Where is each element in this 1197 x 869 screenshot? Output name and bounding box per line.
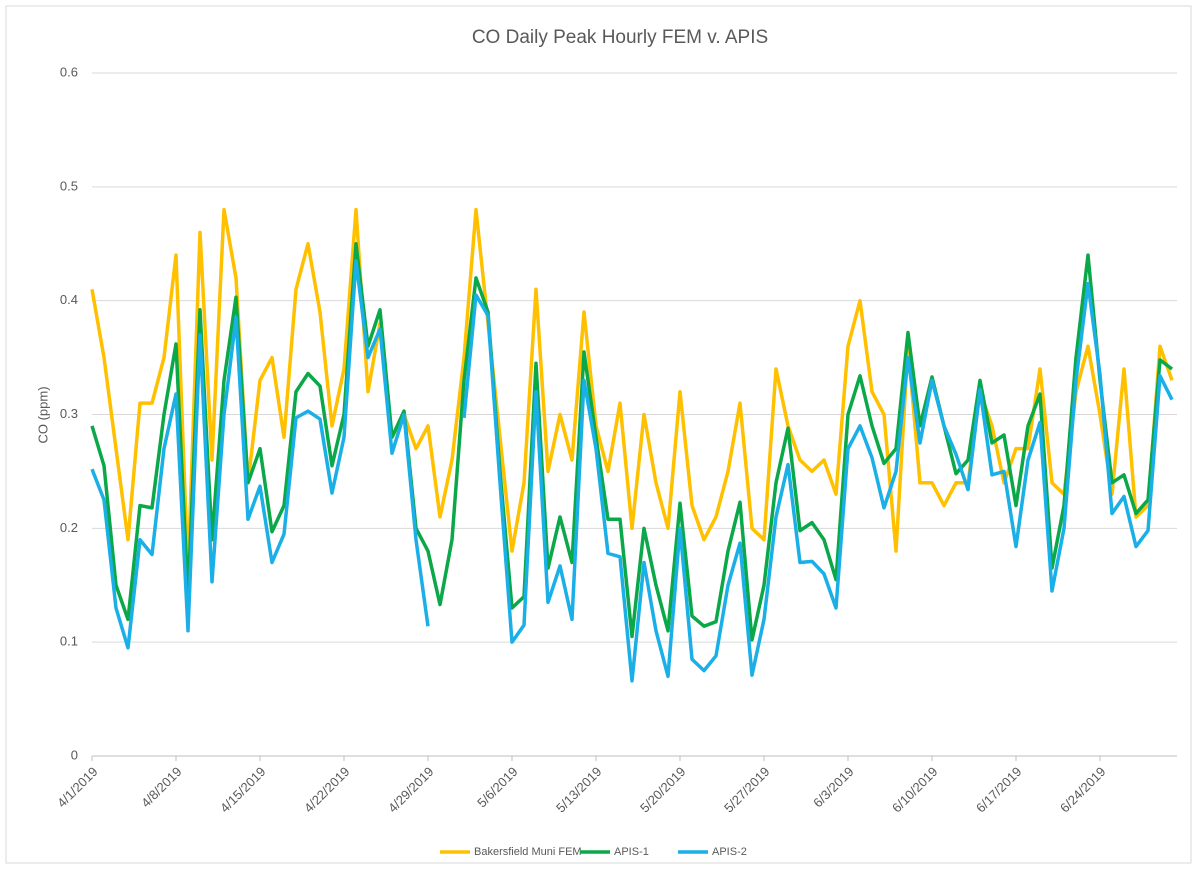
y-axis-title: CO (ppm) (35, 386, 50, 443)
legend-label: Bakersfield Muni FEM (474, 846, 582, 858)
legend-label: APIS-1 (614, 846, 649, 858)
y-tick-label: 0.1 (60, 634, 78, 649)
chart-title: CO Daily Peak Hourly FEM v. APIS (472, 27, 768, 48)
y-tick-label: 0.3 (60, 406, 78, 421)
y-tick-label: 0.6 (60, 64, 78, 79)
y-tick-label: 0 (71, 747, 78, 762)
legend-label: APIS-2 (712, 846, 747, 858)
series-line (90, 242, 1174, 642)
series-line (90, 207, 1174, 576)
y-tick-label: 0.2 (60, 520, 78, 535)
y-tick-label: 0.4 (60, 292, 78, 307)
y-tick-label: 0.5 (60, 178, 78, 193)
series-line (90, 259, 1174, 683)
